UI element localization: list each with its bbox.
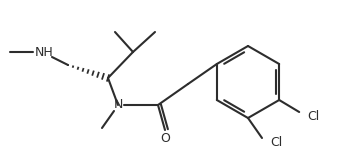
Text: NH: NH <box>35 46 53 58</box>
Text: N: N <box>113 98 123 111</box>
Text: Cl: Cl <box>270 135 282 148</box>
Text: Cl: Cl <box>307 109 319 122</box>
Text: O: O <box>160 131 170 144</box>
